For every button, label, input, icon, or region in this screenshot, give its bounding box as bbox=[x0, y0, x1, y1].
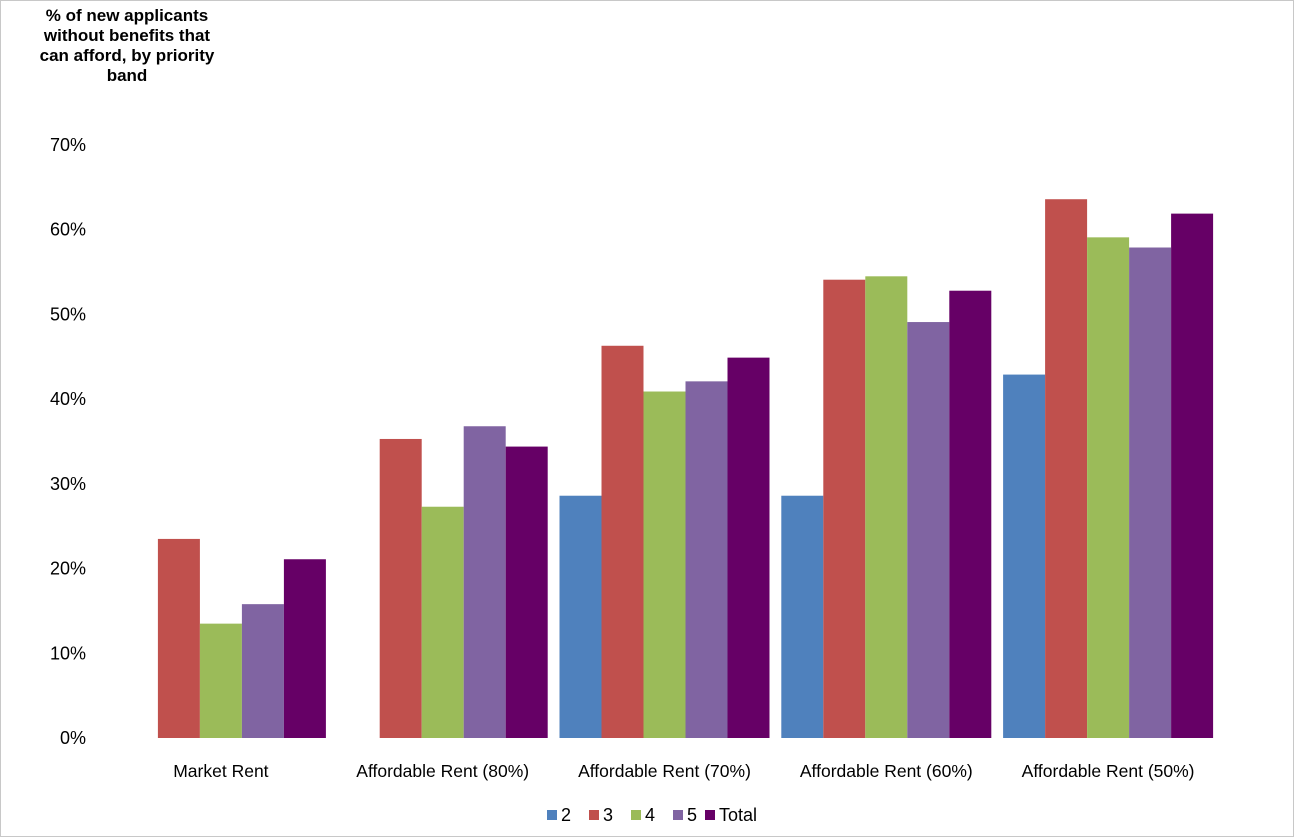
bar-series-4-cat-3 bbox=[865, 276, 908, 738]
y-tick-label: 0% bbox=[60, 728, 86, 748]
legend-label: 5 bbox=[687, 805, 697, 825]
x-category-label: Affordable Rent (70%) bbox=[578, 761, 751, 781]
legend-swatch-4 bbox=[631, 810, 641, 820]
bar-series-5-cat-0 bbox=[241, 604, 284, 738]
bar-series-4-cat-2 bbox=[643, 391, 686, 738]
y-tick-label: 20% bbox=[50, 559, 86, 579]
bar-series-5-cat-4 bbox=[1129, 247, 1172, 738]
y-tick-label: 40% bbox=[50, 389, 86, 409]
legend-swatch-5 bbox=[673, 810, 683, 820]
bar-series-5-cat-1 bbox=[463, 426, 506, 738]
bar-series-5-cat-2 bbox=[685, 381, 728, 738]
bar-series-total-cat-3 bbox=[949, 290, 992, 738]
x-category-label: Market Rent bbox=[173, 761, 268, 781]
bar-series-4-cat-1 bbox=[421, 506, 464, 738]
bar-series-2-cat-4 bbox=[1003, 374, 1046, 738]
legend-label: Total bbox=[719, 805, 757, 825]
bar-series-2-cat-3 bbox=[781, 495, 824, 738]
bar-series-2-cat-2 bbox=[559, 495, 602, 738]
bar-series-total-cat-2 bbox=[727, 357, 770, 738]
bar-series-3-cat-3 bbox=[823, 279, 866, 738]
legend: 2 3 4 5 Total bbox=[547, 805, 757, 825]
x-category-label: Affordable Rent (50%) bbox=[1022, 761, 1195, 781]
y-tick-label: 70% bbox=[50, 135, 86, 155]
bar-series-4-cat-0 bbox=[199, 623, 242, 738]
x-axis-categories: Market Rent Affordable Rent (80%) Affordab… bbox=[173, 761, 1194, 781]
y-tick-label: 10% bbox=[50, 643, 86, 663]
legend-label: 4 bbox=[645, 805, 655, 825]
y-axis-label-line: % of new applicants bbox=[46, 6, 208, 25]
bar-series-5-cat-3 bbox=[907, 322, 950, 738]
y-axis-label-line: band bbox=[107, 66, 148, 85]
legend-swatch-2 bbox=[547, 810, 557, 820]
y-tick-label: 30% bbox=[50, 474, 86, 494]
bar-series-3-cat-4 bbox=[1045, 199, 1088, 739]
bars bbox=[157, 199, 1214, 739]
y-axis-label-line: without benefits that bbox=[43, 26, 211, 45]
x-category-label: Affordable Rent (80%) bbox=[356, 761, 529, 781]
bar-series-3-cat-2 bbox=[601, 345, 644, 738]
bar-series-total-cat-1 bbox=[505, 446, 548, 738]
bar-series-3-cat-1 bbox=[379, 438, 422, 738]
y-axis-ticks: 0% 10% 20% 30% 40% 50% 60% 70% bbox=[50, 135, 86, 748]
x-category-label: Affordable Rent (60%) bbox=[800, 761, 973, 781]
y-axis-label-line: can afford, by priority bbox=[40, 46, 215, 65]
legend-swatch-total bbox=[705, 810, 715, 820]
y-tick-label: 50% bbox=[50, 304, 86, 324]
legend-label: 2 bbox=[561, 805, 571, 825]
bar-series-4-cat-4 bbox=[1087, 237, 1130, 738]
bar-series-total-cat-0 bbox=[283, 559, 326, 738]
y-tick-label: 60% bbox=[50, 220, 86, 240]
legend-swatch-3 bbox=[589, 810, 599, 820]
bar-series-3-cat-0 bbox=[157, 538, 200, 738]
legend-label: 3 bbox=[603, 805, 613, 825]
bar-series-total-cat-4 bbox=[1171, 213, 1214, 738]
